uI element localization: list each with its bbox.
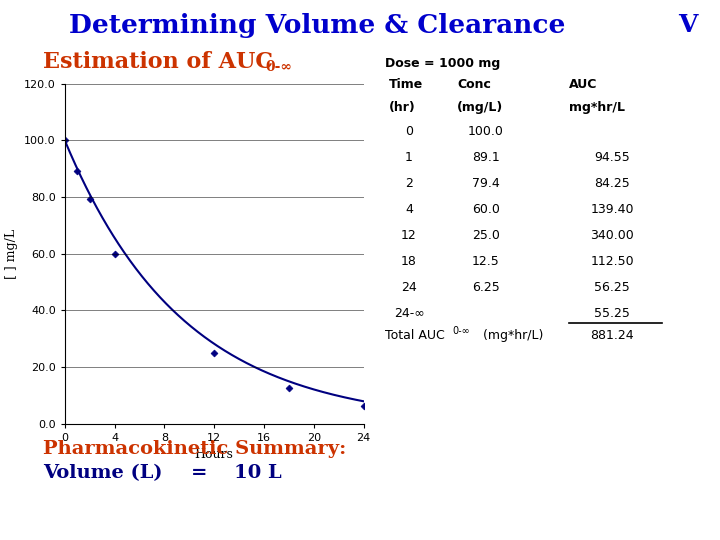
- Text: (hr): (hr): [389, 101, 415, 114]
- Text: 0-∞: 0-∞: [265, 60, 292, 75]
- Text: V: V: [678, 14, 697, 37]
- Text: 0: 0: [405, 125, 413, 138]
- Text: Dose = 1000 mg: Dose = 1000 mg: [385, 57, 500, 70]
- Text: 12: 12: [401, 229, 417, 242]
- Text: 79.4: 79.4: [472, 177, 500, 190]
- Text: 84.25: 84.25: [594, 177, 630, 190]
- Text: 139.40: 139.40: [590, 203, 634, 216]
- Text: Determining Volume & Clearance: Determining Volume & Clearance: [68, 14, 565, 38]
- Text: AUC: AUC: [569, 78, 597, 91]
- Text: 340.00: 340.00: [590, 229, 634, 242]
- Text: Pharmacokinetic Summary:: Pharmacokinetic Summary:: [43, 440, 346, 458]
- Text: (mg*hr/L): (mg*hr/L): [479, 329, 543, 342]
- Text: 2: 2: [405, 177, 413, 190]
- Text: (mg/L): (mg/L): [457, 101, 503, 114]
- Text: 881.24: 881.24: [590, 329, 634, 342]
- Text: Estimation of AUC: Estimation of AUC: [43, 51, 273, 73]
- Text: mg*hr/L: mg*hr/L: [569, 101, 625, 114]
- X-axis label: Hours: Hours: [195, 449, 233, 462]
- Text: 4: 4: [405, 203, 413, 216]
- Text: Total AUC: Total AUC: [385, 329, 445, 342]
- Text: 56.25: 56.25: [594, 281, 630, 294]
- Text: 60.0: 60.0: [472, 203, 500, 216]
- Text: 24-∞: 24-∞: [394, 307, 424, 320]
- Text: Volume (L): Volume (L): [43, 464, 163, 482]
- Text: 25.0: 25.0: [472, 229, 500, 242]
- Text: 55.25: 55.25: [594, 307, 630, 320]
- Text: 18: 18: [401, 255, 417, 268]
- Text: 0-∞: 0-∞: [452, 326, 470, 336]
- Text: 94.55: 94.55: [594, 151, 630, 164]
- Text: Conc: Conc: [457, 78, 491, 91]
- Text: 112.50: 112.50: [590, 255, 634, 268]
- Text: 10 L: 10 L: [234, 464, 282, 482]
- Text: 1: 1: [405, 151, 413, 164]
- Text: =: =: [191, 464, 207, 482]
- Text: 12.5: 12.5: [472, 255, 500, 268]
- Y-axis label: [ ] mg/L: [ ] mg/L: [6, 229, 19, 279]
- Text: 100.0: 100.0: [468, 125, 504, 138]
- Text: 24: 24: [401, 281, 417, 294]
- Text: 6.25: 6.25: [472, 281, 500, 294]
- Text: Time: Time: [389, 78, 423, 91]
- Text: 89.1: 89.1: [472, 151, 500, 164]
